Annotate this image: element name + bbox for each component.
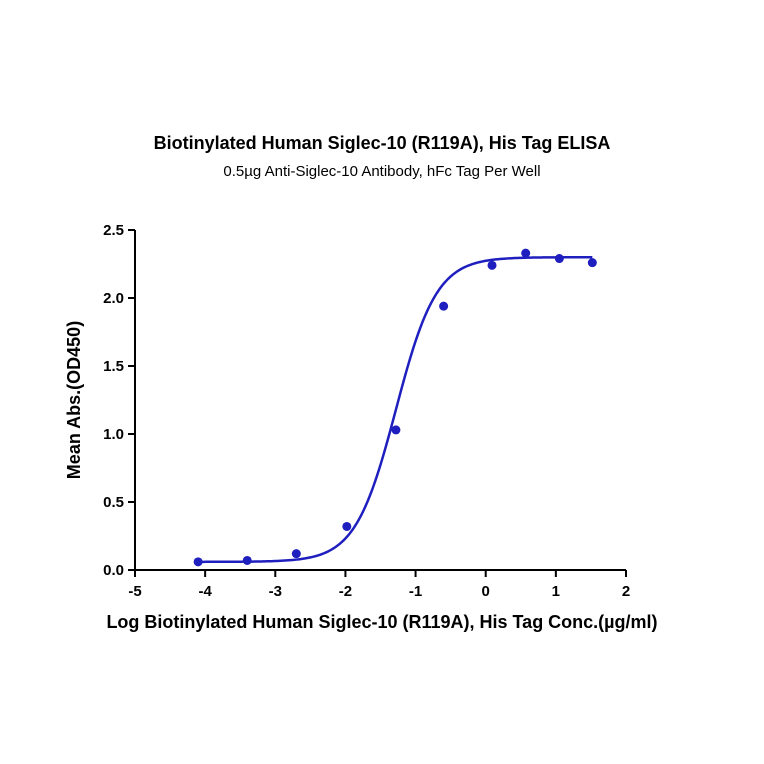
data-point [193, 557, 203, 567]
data-points [193, 248, 597, 567]
y-tick-label: 2.0 [103, 290, 124, 307]
y-tick-label: 1.0 [103, 426, 124, 443]
y-axis-ticks: 0.0 0.5 1.0 1.5 2.0 2.5 [103, 222, 135, 579]
data-point [342, 521, 352, 531]
data-point [391, 425, 401, 435]
y-tick-label: 0.0 [103, 562, 124, 579]
chart-subtitle: 0.5µg Anti-Siglec-10 Antibody, hFc Tag P… [223, 163, 540, 180]
data-point [554, 254, 564, 264]
chart-title: Biotinylated Human Siglec-10 (R119A), Hi… [154, 133, 611, 153]
y-tick-label: 1.5 [103, 358, 124, 375]
x-axis-ticks: -5 -4 -3 -2 -1 0 1 2 [128, 570, 630, 600]
x-axis-title: Log Biotinylated Human Siglec-10 (R119A)… [106, 612, 657, 632]
data-point [439, 301, 449, 311]
x-tick-label: 2 [622, 583, 630, 600]
x-tick-label: 1 [552, 583, 560, 600]
data-point [587, 258, 597, 268]
data-point [242, 555, 252, 565]
data-point [487, 260, 497, 270]
data-point [291, 549, 301, 559]
x-tick-label: -4 [198, 583, 212, 600]
x-tick-label: 0 [482, 583, 490, 600]
y-tick-label: 2.5 [103, 222, 124, 239]
fit-curve [198, 255, 593, 564]
x-tick-label: -1 [409, 583, 422, 600]
y-axis-title: Mean Abs.(OD450) [64, 321, 84, 479]
data-point [521, 248, 531, 258]
y-tick-label: 0.5 [103, 494, 124, 511]
x-tick-label: -3 [269, 583, 282, 600]
x-tick-label: -2 [339, 583, 352, 600]
x-tick-label: -5 [128, 583, 141, 600]
